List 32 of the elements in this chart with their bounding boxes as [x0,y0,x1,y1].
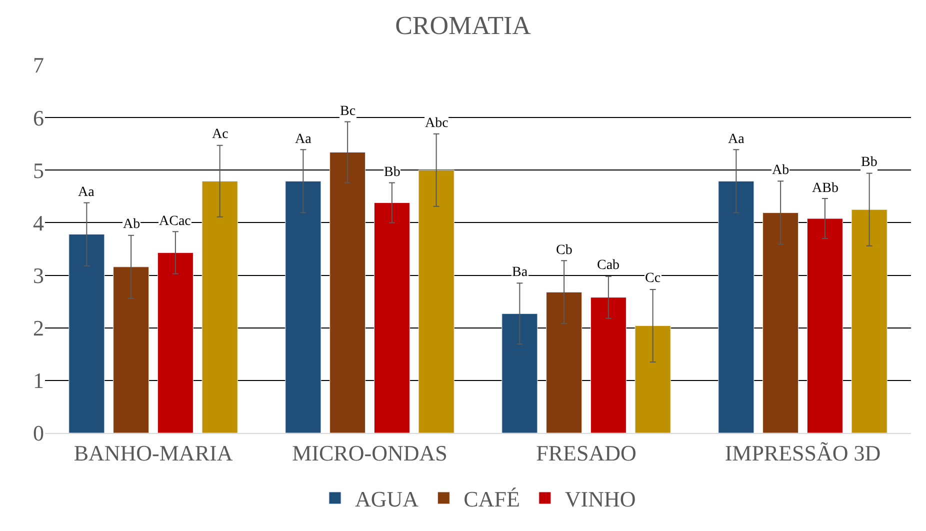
x-tick-label: IMPRESSÃO 3D [724,440,881,466]
data-label: Ab [123,217,140,232]
y-tick-label: 6 [33,105,44,130]
y-tick-label: 4 [33,210,44,236]
x-tick-label: BANHO-MARIA [74,440,233,466]
data-label: Bc [340,104,356,119]
data-label: ACac [159,214,191,229]
x-tick-label: FRESADO [536,440,636,466]
y-tick-label: 3 [33,262,44,288]
x-tick-label: MICRO-ONDAS [292,440,448,466]
data-label: Ab [772,163,790,178]
y-tick-label: 0 [33,420,44,446]
data-label: Aa [78,185,96,200]
data-label: Bb [384,165,400,180]
y-tick-label: 1 [33,368,44,394]
y-tick-label: 5 [33,158,44,183]
data-label: Cc [645,271,661,286]
data-label: Ba [512,265,528,280]
data-label: Bb [861,155,878,170]
y-tick-label: 7 [33,52,44,78]
data-label: Cab [597,258,620,273]
data-label: Aa [295,132,312,147]
legend-label: CAFÉ [464,486,520,512]
legend-label: AGUA [355,486,419,512]
data-label: Abc [425,116,448,131]
chart-title: CROMATIA [395,11,532,40]
data-label: Aa [728,132,746,147]
data-label: ABb [812,181,838,196]
data-label: Cb [556,243,572,258]
data-label: Ac [212,127,228,142]
legend-label: VINHO [564,486,636,512]
y-tick-label: 2 [33,316,44,341]
